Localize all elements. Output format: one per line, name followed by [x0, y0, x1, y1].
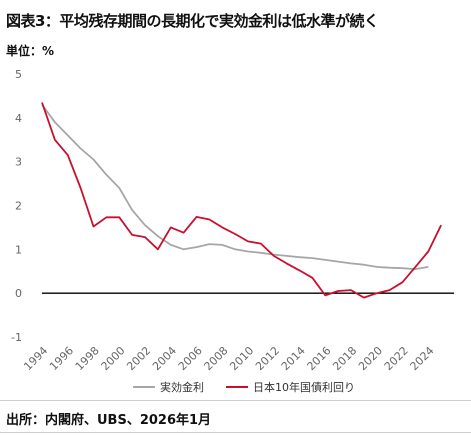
- source-note: 出所：内閣府、UBS、2026年1月: [6, 413, 212, 428]
- x-tick-label: 1994: [21, 344, 50, 373]
- x-tick-label: 2014: [279, 344, 308, 373]
- x-tick-label: 2002: [124, 344, 153, 373]
- x-tick-label: 2016: [305, 344, 334, 373]
- x-tick-label: 2000: [99, 344, 128, 373]
- y-tick-label: 3: [15, 156, 22, 169]
- y-tick-label: 2: [15, 200, 22, 213]
- x-tick-label: 2024: [408, 344, 437, 373]
- y-axis-ticks: 5 4 3 2 1 0 -1: [11, 68, 22, 344]
- unit-label: 単位：%: [6, 44, 55, 58]
- y-tick-label: 5: [15, 68, 22, 81]
- x-tick-label: 1996: [47, 344, 76, 373]
- x-tick-label: 2010: [227, 344, 256, 373]
- x-tick-label: 2004: [150, 344, 179, 373]
- x-tick-label: 2006: [176, 344, 205, 373]
- legend: 実効金利 日本10年国債利回り: [133, 380, 355, 394]
- x-tick-label: 2012: [253, 344, 282, 373]
- series-group: [41, 102, 442, 299]
- x-tick-label: 2022: [382, 344, 411, 373]
- legend-label: 実効金利: [160, 380, 204, 394]
- legend-label: 日本10年国債利回り: [253, 380, 355, 394]
- y-tick-label: 1: [15, 243, 22, 256]
- x-axis-ticks: 1994199619982000200220042006200820102012…: [21, 344, 436, 373]
- series-line-effective-rate: [41, 104, 429, 271]
- series-line-jgb-10y: [41, 102, 442, 299]
- x-tick-label: 2008: [202, 344, 231, 373]
- footer-divider: [0, 400, 471, 401]
- chart-title: 図表3：平均残存期間の長期化で実効金利は低水準が続く: [6, 12, 379, 30]
- bottom-divider: [0, 432, 471, 433]
- y-tick-label: 0: [15, 287, 22, 300]
- x-tick-label: 1998: [73, 344, 102, 373]
- x-tick-label: 2018: [330, 344, 359, 373]
- x-tick-label: 2020: [356, 344, 385, 373]
- y-tick-label: 4: [15, 112, 22, 125]
- y-tick-label: -1: [11, 331, 22, 344]
